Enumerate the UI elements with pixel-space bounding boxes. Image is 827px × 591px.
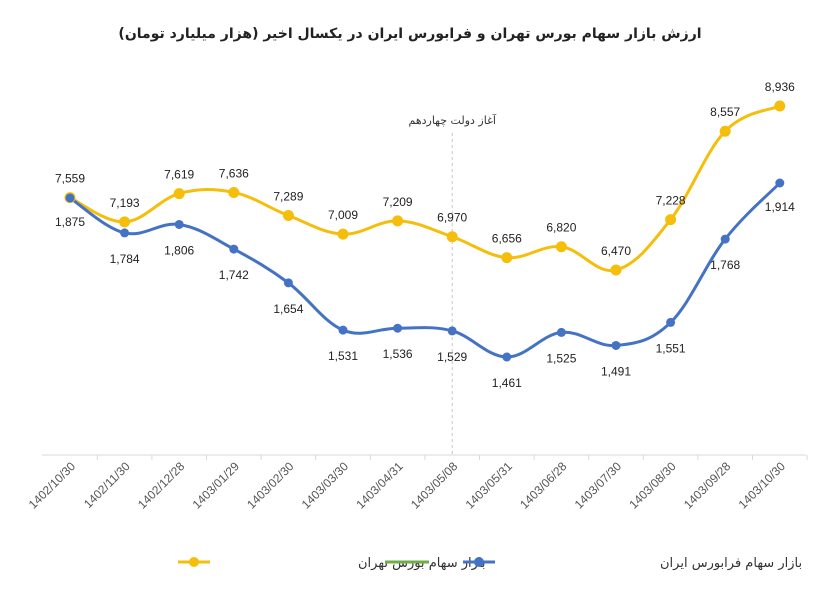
legend-farabourse-label: بازار سهام فرابورس ایران: [660, 556, 802, 571]
data-point: [338, 325, 348, 335]
data-point: [65, 193, 75, 203]
data-point: [719, 125, 731, 137]
x-tick-label: 1403/01/29: [190, 459, 243, 512]
data-label: 1,536: [383, 347, 413, 361]
legend-tehran-swatch-dot: [189, 557, 199, 567]
legend-farabourse-swatch-dot: [474, 557, 484, 567]
data-point: [665, 214, 677, 226]
x-tick-label: 1402/10/30: [26, 459, 79, 512]
data-label: 1,914: [765, 200, 795, 214]
x-tick-label: 1403/10/30: [736, 459, 789, 512]
data-label: 1,491: [601, 364, 631, 378]
data-label: 7,559: [55, 172, 85, 186]
data-label: 6,656: [492, 232, 522, 246]
data-point: [446, 231, 458, 243]
data-point: [556, 327, 566, 337]
data-point: [610, 264, 622, 276]
data-point: [282, 210, 294, 222]
data-label: 7,209: [383, 195, 413, 209]
data-point: [502, 352, 512, 362]
data-label: 7,619: [164, 168, 194, 182]
data-point: [611, 340, 621, 350]
data-label: 1,768: [710, 258, 740, 272]
x-tick-label: 1402/11/30: [81, 459, 133, 511]
series-line-farabourse: [69, 181, 781, 359]
data-point: [555, 241, 567, 253]
x-tick-label: 1403/04/31: [353, 459, 406, 512]
data-point: [228, 186, 240, 198]
x-tick-label: 1403/07/30: [572, 459, 625, 512]
data-label: 1,654: [273, 302, 303, 316]
data-point: [666, 317, 676, 327]
data-label: 8,936: [765, 80, 795, 94]
x-tick-label: 1403/05/08: [408, 459, 461, 512]
data-label: 1,531: [328, 349, 358, 363]
data-point: [501, 252, 513, 264]
data-label: 1,742: [219, 268, 249, 282]
data-point: [174, 219, 184, 229]
x-tick-label: 1403/05/31: [463, 459, 516, 512]
data-point: [392, 215, 404, 227]
data-label: 1,806: [164, 243, 194, 257]
data-point: [229, 244, 239, 254]
data-label: 7,228: [656, 194, 686, 208]
data-point: [720, 234, 730, 244]
chart-title: ارزش بازار سهام بورس تهران و فرابورس ایر…: [118, 26, 701, 42]
data-label: 8,557: [710, 105, 740, 119]
data-point: [283, 278, 293, 288]
x-tick-label: 1403/08/30: [626, 459, 679, 512]
data-point: [774, 100, 786, 112]
data-label: 1,784: [110, 252, 140, 266]
data-point: [337, 228, 349, 240]
data-label: 1,461: [492, 376, 522, 390]
data-point: [120, 228, 130, 238]
x-tick-label: 1403/03/30: [299, 459, 352, 512]
data-label: 7,636: [219, 166, 249, 180]
data-label: 7,289: [273, 190, 303, 204]
x-tick-label: 1403/02/30: [244, 459, 297, 512]
data-label: 6,820: [546, 221, 576, 235]
data-label: 6,970: [437, 211, 467, 225]
data-point: [775, 178, 785, 188]
x-tick-label: 1403/06/28: [517, 459, 570, 512]
x-tick-label: 1403/09/28: [681, 459, 734, 512]
data-label: 1,875: [55, 215, 85, 229]
data-point: [447, 326, 457, 336]
data-label: 1,551: [656, 341, 686, 355]
data-label: 1,529: [437, 350, 467, 364]
x-tick-label: 1402/12/28: [135, 459, 188, 512]
data-point: [119, 216, 131, 228]
data-point: [173, 188, 185, 200]
data-point: [393, 323, 403, 333]
data-label: 7,009: [328, 208, 358, 222]
data-label: 7,193: [110, 196, 140, 210]
annotation-label: آغاز دولت چهاردهم: [409, 113, 497, 127]
data-label: 6,470: [601, 244, 631, 258]
plot-area: 1402/10/30 1402/11/30 1402/12/28 1403/01/29…: [26, 80, 808, 512]
data-label: 1,525: [546, 351, 576, 365]
